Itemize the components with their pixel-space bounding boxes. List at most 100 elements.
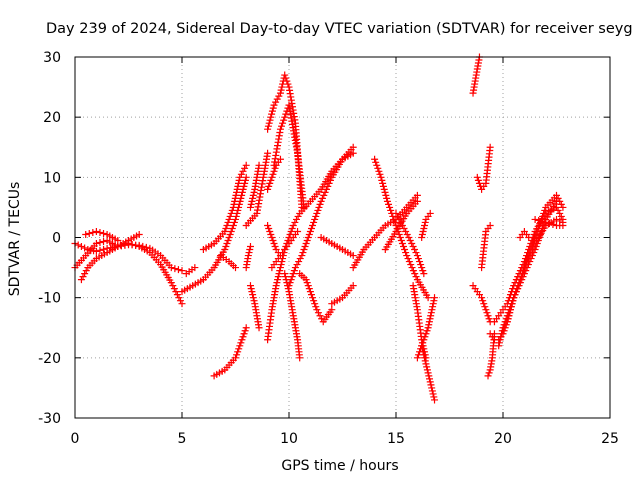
- data-point: [175, 294, 183, 302]
- data-point: [511, 291, 519, 299]
- data-point: [265, 182, 273, 190]
- series-track-42: [516, 227, 533, 241]
- data-point: [413, 191, 421, 199]
- data-point: [522, 267, 530, 275]
- data-point: [510, 294, 518, 302]
- y-tick-label: -30: [38, 411, 61, 427]
- data-point: [241, 164, 249, 172]
- data-point: [313, 306, 321, 314]
- data-point: [311, 300, 319, 308]
- data-point: [298, 252, 306, 260]
- data-point: [238, 336, 246, 344]
- data-point: [408, 264, 416, 272]
- data-point: [495, 339, 503, 347]
- data-point: [266, 179, 274, 187]
- data-point: [288, 273, 296, 281]
- data-point: [299, 249, 307, 257]
- data-point: [291, 218, 299, 226]
- data-point: [266, 116, 274, 124]
- data-point: [403, 230, 411, 238]
- data-point: [249, 294, 257, 302]
- data-point: [535, 216, 543, 224]
- data-point: [310, 297, 318, 305]
- data-point: [325, 179, 333, 187]
- data-point: [224, 218, 232, 226]
- data-point: [279, 119, 287, 127]
- data-point: [326, 176, 334, 184]
- data-point: [424, 369, 432, 377]
- data-point: [420, 336, 428, 344]
- series-track-10: [242, 149, 272, 229]
- series-track-21: [285, 143, 357, 290]
- data-point: [303, 237, 311, 245]
- data-point: [318, 315, 326, 323]
- data-point: [305, 285, 313, 293]
- data-point: [414, 255, 422, 263]
- data-point: [532, 243, 540, 251]
- data-point: [530, 230, 538, 238]
- data-point: [349, 282, 357, 290]
- data-point: [276, 89, 284, 97]
- data-point: [391, 218, 399, 226]
- data-point: [428, 387, 436, 395]
- data-point: [383, 194, 391, 202]
- data-marks: [71, 53, 567, 404]
- data-point: [249, 191, 257, 199]
- data-point: [379, 182, 387, 190]
- data-point: [426, 315, 434, 323]
- data-point: [486, 143, 494, 151]
- data-point: [307, 291, 315, 299]
- data-point: [512, 288, 520, 296]
- data-point: [281, 273, 289, 281]
- data-point: [269, 104, 277, 112]
- data-point: [397, 218, 405, 226]
- data-point: [324, 182, 332, 190]
- data-point: [304, 282, 312, 290]
- data-point: [81, 244, 89, 252]
- data-point: [428, 384, 436, 392]
- data-point: [82, 230, 90, 238]
- data-point: [278, 122, 286, 130]
- data-point: [235, 176, 243, 184]
- data-point: [167, 279, 175, 287]
- data-point: [419, 339, 427, 347]
- data-point: [317, 197, 325, 205]
- data-point: [383, 197, 391, 205]
- y-tick-label: -10: [38, 291, 61, 307]
- data-point: [423, 363, 431, 371]
- data-point: [429, 390, 437, 398]
- data-point: [294, 227, 302, 235]
- data-point: [376, 170, 384, 178]
- data-point: [240, 182, 248, 190]
- data-point: [274, 273, 282, 281]
- data-point: [85, 229, 93, 237]
- series-track-24: [317, 234, 357, 260]
- data-point: [516, 279, 524, 287]
- y-tick-label: 0: [52, 231, 61, 247]
- data-point: [226, 212, 234, 220]
- data-point: [429, 300, 437, 308]
- data-point: [246, 246, 254, 254]
- data-point: [296, 255, 304, 263]
- data-point: [268, 107, 276, 115]
- data-point: [282, 110, 290, 118]
- data-point: [536, 230, 544, 238]
- data-point: [313, 209, 321, 217]
- data-point: [427, 381, 435, 389]
- data-point: [322, 185, 330, 193]
- data-point: [271, 243, 279, 251]
- data-point: [227, 209, 235, 217]
- data-point: [291, 264, 299, 272]
- data-point: [223, 240, 231, 248]
- data-point: [418, 234, 426, 241]
- data-point: [272, 282, 280, 290]
- data-point: [485, 315, 493, 323]
- data-point: [427, 309, 435, 317]
- data-point: [314, 206, 322, 214]
- data-point: [422, 330, 430, 338]
- data-point: [349, 143, 357, 151]
- data-point: [421, 218, 429, 226]
- data-point: [245, 249, 253, 257]
- data-point: [236, 173, 244, 181]
- data-point: [553, 191, 560, 199]
